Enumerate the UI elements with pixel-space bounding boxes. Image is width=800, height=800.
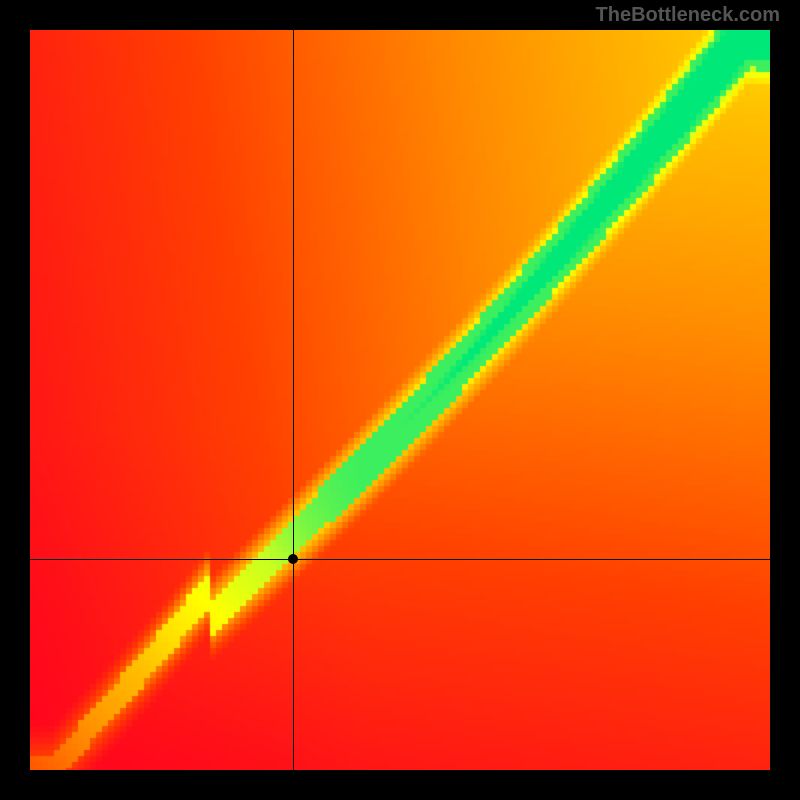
- crosshair-horizontal: [30, 559, 770, 560]
- heatmap-canvas: [30, 30, 770, 770]
- crosshair-dot: [288, 554, 298, 564]
- crosshair-vertical: [293, 30, 294, 770]
- watermark-text: TheBottleneck.com: [596, 4, 780, 27]
- heatmap-plot-area: [30, 30, 770, 770]
